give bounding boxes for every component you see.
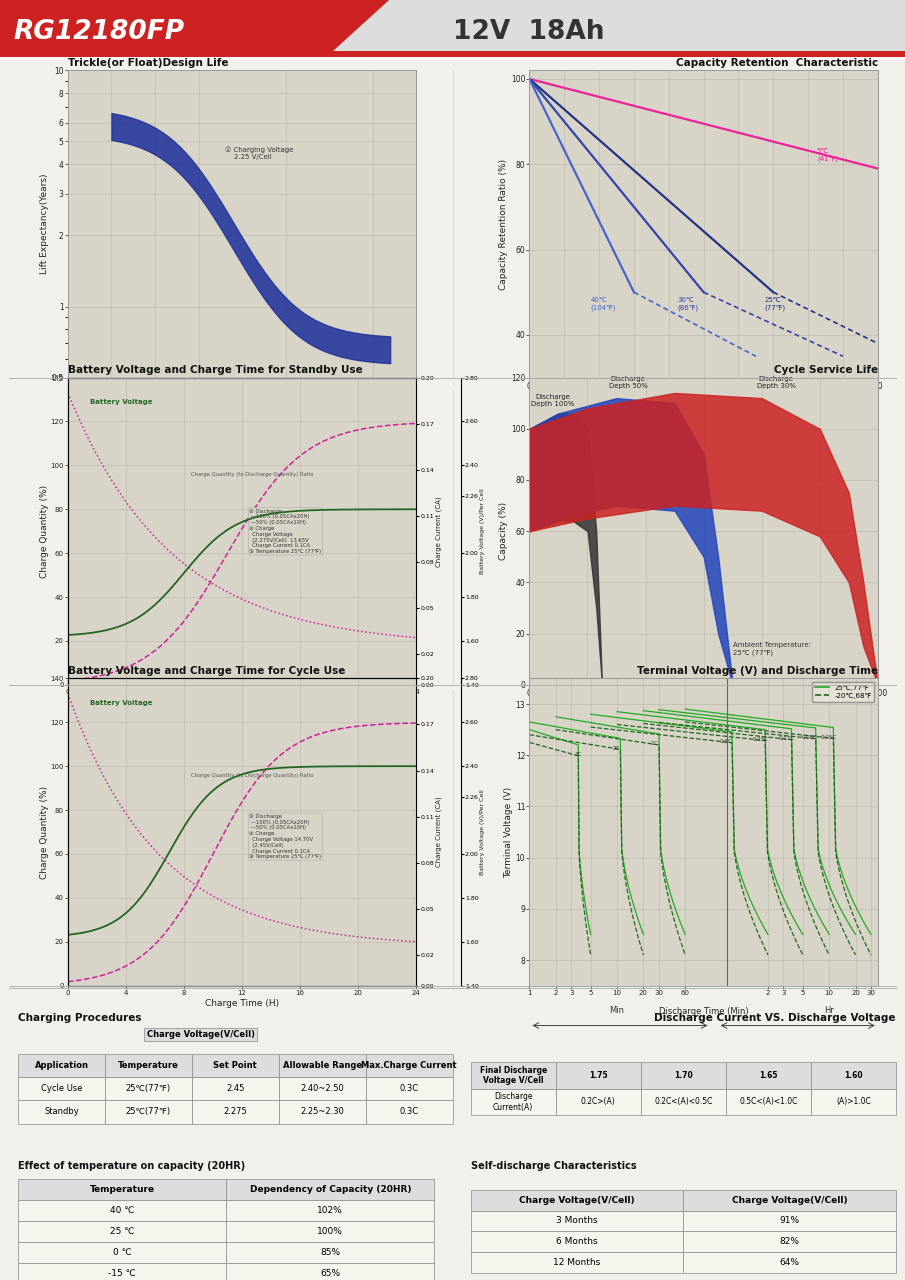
Text: Terminal Voltage (V) and Discharge Time: Terminal Voltage (V) and Discharge Time (637, 666, 878, 676)
Text: 30℃
(86℉): 30℃ (86℉) (678, 297, 699, 311)
Text: 40℃
(104℉): 40℃ (104℉) (590, 297, 616, 311)
Text: ① Discharge
 —100% (0.05CAx20H)
 —50% (0.05CAx10H)
② Charge
  Charge Voltage
  (: ① Discharge —100% (0.05CAx20H) —50% (0.0… (250, 508, 321, 554)
Text: Battery Voltage and Charge Time for Standby Use: Battery Voltage and Charge Time for Stan… (68, 365, 363, 375)
Text: Effect of temperature on capacity (20HR): Effect of temperature on capacity (20HR) (18, 1161, 245, 1171)
Y-axis label: Charge Quantity (%): Charge Quantity (%) (40, 485, 49, 577)
X-axis label: Charge Time (H): Charge Time (H) (205, 698, 279, 707)
Text: 0.09C: 0.09C (802, 735, 818, 740)
Polygon shape (0, 0, 389, 58)
Text: Ambient Temperature:
25℃ (77℉): Ambient Temperature: 25℃ (77℉) (733, 643, 811, 655)
Text: Self-discharge Characteristics: Self-discharge Characteristics (471, 1161, 636, 1171)
Text: ① Discharge
 —100% (0.05CAx20H)
 —50% (0.05CAx10H)
② Charge
  Charge Voltage 14.: ① Discharge —100% (0.05CAx20H) —50% (0.0… (250, 814, 321, 859)
Text: Discharge Current VS. Discharge Voltage: Discharge Current VS. Discharge Voltage (654, 1012, 896, 1023)
Text: Charge Voltage(V/Cell): Charge Voltage(V/Cell) (147, 1029, 254, 1039)
Text: Charge Quantity (to Discharge Quantity) Ratio: Charge Quantity (to Discharge Quantity) … (191, 773, 314, 778)
Text: 5℃
(41℉): 5℃ (41℉) (817, 148, 838, 161)
Text: 0.17C: 0.17C (778, 736, 795, 741)
Text: Battery Voltage: Battery Voltage (90, 399, 152, 404)
Y-axis label: Charge Current (CA): Charge Current (CA) (435, 495, 443, 567)
X-axis label: Charge Time (H): Charge Time (H) (205, 998, 279, 1007)
Bar (0, 51, 905, 58)
Text: 12V  18Ah: 12V 18Ah (452, 19, 604, 45)
Text: Discharge
Depth 100%: Discharge Depth 100% (531, 394, 575, 407)
Text: 1C: 1C (651, 741, 658, 746)
Text: 0.05C: 0.05C (820, 735, 836, 740)
Text: Battery Voltage and Charge Time for Cycle Use: Battery Voltage and Charge Time for Cycl… (68, 666, 345, 676)
Y-axis label: Charge Current (CA): Charge Current (CA) (435, 796, 443, 868)
Y-axis label: Terminal Voltage (V): Terminal Voltage (V) (504, 786, 513, 878)
X-axis label: Discharge Time (Min): Discharge Time (Min) (659, 1007, 748, 1016)
Text: Battery Voltage: Battery Voltage (90, 700, 152, 705)
Text: 0.6C: 0.6C (719, 739, 732, 744)
Text: 0.25C: 0.25C (752, 737, 768, 741)
Y-axis label: Capacity (%): Capacity (%) (499, 502, 508, 561)
Text: ① Charging Voltage
    2.25 V/Cell: ① Charging Voltage 2.25 V/Cell (224, 147, 293, 160)
Text: Min: Min (610, 1006, 624, 1015)
Y-axis label: Battery Voltage (V)/Per Cell: Battery Voltage (V)/Per Cell (481, 790, 485, 874)
Legend: 25℃,77℉, -20℃,68℉: 25℃,77℉, -20℃,68℉ (813, 682, 874, 701)
Text: Cycle Service Life: Cycle Service Life (774, 365, 878, 375)
Text: Charge Quantity (to Discharge Quantity) Ratio: Charge Quantity (to Discharge Quantity) … (191, 472, 314, 477)
X-axis label: Number of Cycles (Times): Number of Cycles (Times) (645, 700, 762, 709)
Text: 3C: 3C (575, 753, 582, 758)
X-axis label: Storage Period (Month): Storage Period (Month) (652, 393, 756, 402)
X-axis label: Temperature (℃): Temperature (℃) (204, 393, 281, 402)
Text: Hr: Hr (824, 1006, 834, 1015)
Text: Charging Procedures: Charging Procedures (18, 1012, 141, 1023)
Text: 25℃
(77℉): 25℃ (77℉) (765, 297, 786, 311)
Y-axis label: Battery Voltage (V)/Per Cell: Battery Voltage (V)/Per Cell (481, 489, 485, 573)
Text: Discharge
Depth 50%: Discharge Depth 50% (609, 376, 648, 389)
Text: Discharge
Depth 30%: Discharge Depth 30% (757, 376, 795, 389)
Y-axis label: Capacity Retention Ratio (%): Capacity Retention Ratio (%) (499, 159, 508, 289)
Y-axis label: Charge Quantity (%): Charge Quantity (%) (40, 786, 49, 878)
Text: 2C: 2C (613, 746, 620, 750)
Text: Capacity Retention  Characteristic: Capacity Retention Characteristic (676, 58, 878, 68)
Text: Trickle(or Float)Design Life: Trickle(or Float)Design Life (68, 58, 228, 68)
Y-axis label: Lift Expectancy(Years): Lift Expectancy(Years) (40, 174, 49, 274)
Text: RG12180FP: RG12180FP (14, 19, 185, 45)
